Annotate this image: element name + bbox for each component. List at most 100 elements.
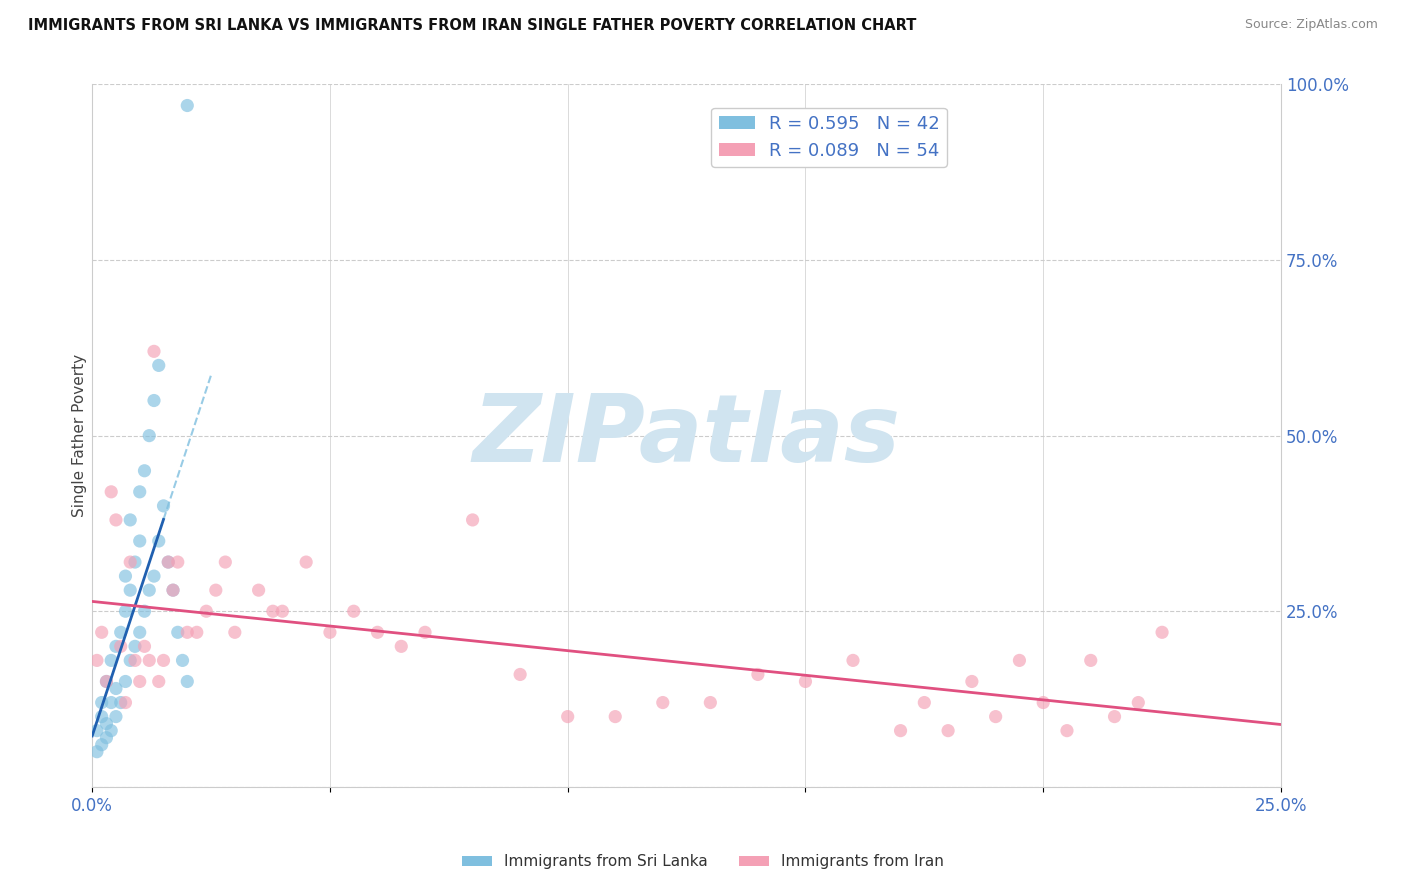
Point (699, 696, 721, 710)
Point (128, 484, 150, 499)
Point (1128, 696, 1150, 710)
Point (1104, 709, 1126, 723)
Point (114, 604, 136, 618)
Point (96, 674, 118, 689)
Point (143, 393, 166, 408)
Point (413, 625, 436, 640)
Point (114, 674, 136, 689)
Point (319, 625, 342, 640)
Point (90, 696, 112, 710)
Point (166, 555, 188, 569)
Point (247, 583, 270, 598)
Point (128, 625, 150, 640)
Text: ZIPatlas: ZIPatlas (472, 390, 901, 482)
Point (157, 555, 180, 569)
Legend: R = 0.595   N = 42, R = 0.089   N = 54: R = 0.595 N = 42, R = 0.089 N = 54 (711, 108, 948, 167)
Y-axis label: Single Father Poverty: Single Father Poverty (72, 354, 87, 517)
Point (166, 625, 188, 640)
Point (152, 499, 174, 513)
Point (890, 723, 912, 738)
Point (389, 640, 412, 654)
Point (605, 709, 627, 723)
Point (124, 555, 146, 569)
Point (960, 674, 983, 689)
Point (100, 484, 122, 499)
Point (157, 555, 180, 569)
Point (162, 583, 184, 598)
Point (343, 604, 366, 618)
Point (842, 653, 865, 667)
Point (86, 745, 108, 759)
Point (124, 653, 146, 667)
Point (461, 513, 484, 527)
Point (651, 696, 673, 710)
Point (96, 674, 118, 689)
Point (143, 569, 166, 583)
Point (295, 555, 318, 569)
Point (120, 653, 142, 667)
Point (134, 604, 156, 618)
Point (148, 674, 170, 689)
Point (114, 696, 136, 710)
Point (557, 709, 579, 723)
Point (96, 716, 118, 731)
Point (172, 653, 194, 667)
Point (1032, 696, 1054, 710)
Point (186, 625, 208, 640)
Point (195, 604, 218, 618)
Point (1008, 653, 1031, 667)
Point (1056, 723, 1078, 738)
Point (128, 674, 150, 689)
Point (509, 667, 531, 681)
Point (138, 428, 160, 442)
Point (120, 513, 142, 527)
Point (120, 555, 142, 569)
Point (90, 738, 112, 752)
Point (100, 723, 122, 738)
Point (162, 583, 184, 598)
Point (128, 534, 150, 549)
Point (110, 625, 132, 640)
Point (96, 731, 118, 745)
Point (104, 681, 127, 696)
Point (1080, 653, 1102, 667)
Point (176, 674, 198, 689)
Point (143, 344, 166, 359)
Point (90, 709, 112, 723)
Legend: Immigrants from Sri Lanka, Immigrants from Iran: Immigrants from Sri Lanka, Immigrants fr… (456, 848, 950, 875)
Point (366, 625, 388, 640)
Point (134, 640, 156, 654)
Point (1152, 625, 1174, 640)
Point (912, 696, 935, 710)
Text: IMMIGRANTS FROM SRI LANKA VS IMMIGRANTS FROM IRAN SINGLE FATHER POVERTY CORRELAT: IMMIGRANTS FROM SRI LANKA VS IMMIGRANTS … (28, 18, 917, 33)
Point (114, 569, 136, 583)
Point (148, 534, 170, 549)
Point (134, 464, 156, 478)
Point (747, 667, 769, 681)
Point (271, 604, 294, 618)
Point (176, 98, 198, 112)
Text: Source: ZipAtlas.com: Source: ZipAtlas.com (1244, 18, 1378, 31)
Point (224, 625, 246, 640)
Point (152, 653, 174, 667)
Point (124, 640, 146, 654)
Point (984, 709, 1007, 723)
Point (110, 696, 132, 710)
Point (176, 625, 198, 640)
Point (120, 583, 142, 598)
Point (214, 555, 236, 569)
Point (104, 513, 127, 527)
Point (262, 604, 284, 618)
Point (104, 640, 127, 654)
Point (100, 653, 122, 667)
Point (104, 709, 127, 723)
Point (794, 674, 817, 689)
Point (936, 723, 959, 738)
Point (86, 653, 108, 667)
Point (138, 583, 160, 598)
Point (138, 653, 160, 667)
Point (148, 359, 170, 373)
Point (86, 723, 108, 738)
Point (204, 583, 226, 598)
Point (100, 696, 122, 710)
